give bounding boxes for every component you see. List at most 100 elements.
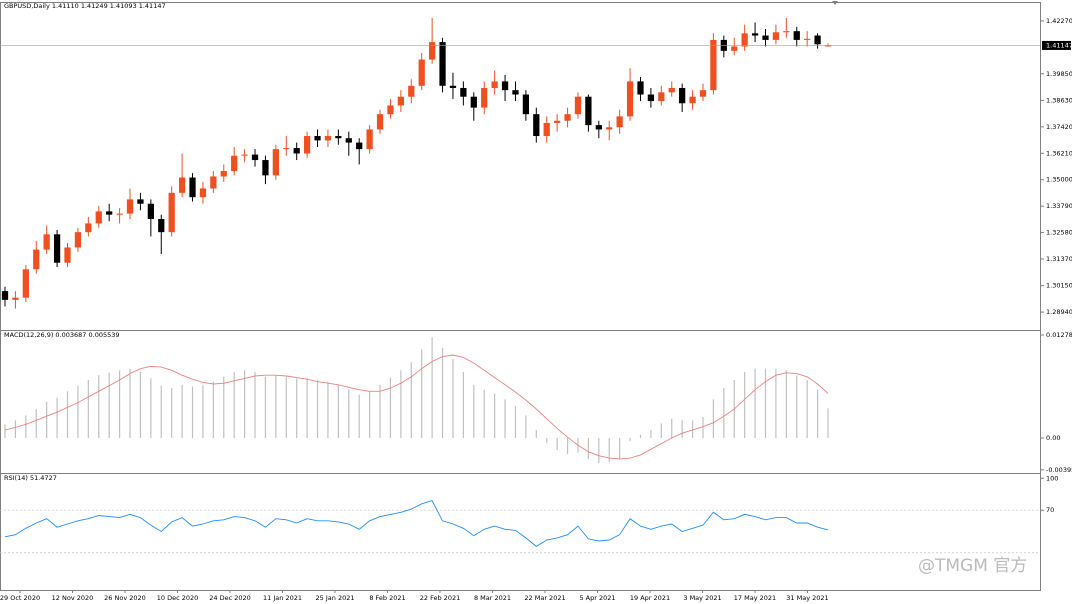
x-tick-label: 26 Nov 2020 bbox=[104, 594, 146, 602]
candle-body bbox=[762, 35, 769, 40]
y-tick-label: 1.32580 bbox=[1046, 229, 1072, 237]
candle-body bbox=[272, 149, 279, 176]
x-tick-label: 25 Jan 2021 bbox=[316, 594, 355, 602]
candle-body bbox=[824, 45, 832, 47]
y-tick-label: 1.36210 bbox=[1046, 149, 1072, 157]
candle-body bbox=[12, 297, 19, 300]
candle-body bbox=[668, 87, 675, 93]
candle-body bbox=[116, 213, 123, 215]
candle-body bbox=[449, 85, 457, 88]
candle-body bbox=[220, 170, 227, 177]
candle-body bbox=[345, 138, 352, 143]
candle-body bbox=[387, 105, 394, 115]
x-tick-label: 3 May 2021 bbox=[683, 594, 721, 602]
x-tick-label: 19 Apr 2021 bbox=[630, 594, 670, 602]
candle-body bbox=[33, 249, 40, 270]
candle-body bbox=[251, 154, 259, 161]
candle-body bbox=[199, 188, 207, 198]
signal-line bbox=[4, 354, 829, 460]
candle-body bbox=[64, 247, 71, 263]
candle-body bbox=[616, 116, 623, 128]
candle-body bbox=[429, 42, 436, 60]
candle-body bbox=[814, 35, 821, 45]
y-tick-label: 1.35000 bbox=[1046, 176, 1072, 184]
x-tick-label: 8 Mar 2021 bbox=[474, 594, 511, 602]
candle-body bbox=[1, 291, 9, 300]
candle-body bbox=[658, 92, 665, 102]
candle-body bbox=[751, 33, 759, 36]
candle-body bbox=[303, 136, 311, 154]
y-tick-label: 1.42270 bbox=[1046, 17, 1072, 25]
candle-body bbox=[85, 223, 92, 233]
x-tick-label: 22 Mar 2021 bbox=[524, 594, 565, 602]
y-tick-label: 70 bbox=[1046, 506, 1054, 514]
candle-body bbox=[168, 192, 175, 233]
candle-body bbox=[293, 148, 300, 154]
candle-body bbox=[231, 155, 238, 171]
indicator-title: MACD(12,26,9) 0.003687 0.005539 bbox=[4, 331, 120, 339]
candle-body bbox=[804, 38, 811, 40]
candle-body bbox=[324, 136, 332, 141]
candle-body bbox=[106, 211, 113, 215]
x-tick-label: 12 Nov 2020 bbox=[52, 594, 94, 602]
x-tick-label: 8 Feb 2021 bbox=[369, 594, 405, 602]
candle-body bbox=[43, 234, 50, 250]
y-tick-label: 0.012786 bbox=[1046, 331, 1072, 339]
candle-body bbox=[606, 127, 613, 130]
candle-body bbox=[366, 129, 373, 150]
candle-body bbox=[689, 96, 696, 104]
candle-body bbox=[22, 269, 29, 298]
x-tick-label: 29 Oct 2020 bbox=[0, 594, 40, 602]
candle-body bbox=[522, 94, 530, 115]
last-price-label: 1.41147 bbox=[1046, 41, 1072, 49]
candle-body bbox=[158, 219, 165, 233]
candle-body bbox=[189, 177, 196, 198]
candle-body bbox=[772, 32, 780, 40]
y-tick-label: 0.00 bbox=[1046, 434, 1060, 442]
x-tick-label: 11 Jan 2021 bbox=[263, 594, 302, 602]
candle-body bbox=[554, 120, 561, 123]
candle-body bbox=[470, 96, 477, 108]
y-tick-label: -0.003952 bbox=[1046, 466, 1072, 474]
candle-body bbox=[699, 90, 707, 97]
candle-body bbox=[741, 33, 748, 47]
candle-body bbox=[418, 59, 425, 86]
candle-body bbox=[210, 176, 217, 189]
candle-body bbox=[376, 114, 384, 130]
candle-body bbox=[637, 81, 644, 95]
indicator-title: RSI(14) 51.4727 bbox=[4, 474, 57, 482]
candle-body bbox=[397, 96, 404, 106]
x-tick-label: 24 Dec 2020 bbox=[209, 594, 251, 602]
x-tick-label: 17 May 2021 bbox=[734, 594, 776, 602]
candle-body bbox=[595, 125, 602, 130]
candle-body bbox=[533, 114, 540, 137]
candle-body bbox=[564, 114, 571, 121]
rsi-panel bbox=[0, 473, 1041, 591]
candle-body bbox=[314, 136, 321, 141]
candle-body bbox=[574, 96, 582, 115]
candle-body bbox=[731, 46, 738, 51]
candle-body bbox=[783, 31, 790, 33]
chart-title: GBPUSD,Daily 1.41110 1.41249 1.41093 1.4… bbox=[4, 2, 166, 10]
x-tick-label: 31 May 2021 bbox=[786, 594, 828, 602]
x-tick-label: 22 Feb 2021 bbox=[420, 594, 460, 602]
candle-body bbox=[335, 136, 342, 139]
candle-body bbox=[491, 81, 498, 88]
candle-body bbox=[262, 160, 269, 176]
candle-body bbox=[283, 148, 290, 150]
candle-body bbox=[137, 199, 144, 204]
candle-body bbox=[241, 154, 248, 156]
y-tick-label: 1.37420 bbox=[1046, 123, 1072, 131]
candle-body bbox=[793, 31, 800, 40]
candle-body bbox=[460, 87, 467, 97]
candle-body bbox=[626, 81, 634, 117]
watermark: @TMGM 官方 bbox=[918, 556, 1027, 576]
rsi-line bbox=[4, 500, 829, 547]
y-tick-label: 1.30150 bbox=[1046, 282, 1072, 290]
candle-body bbox=[710, 39, 717, 91]
candle-body bbox=[501, 81, 509, 91]
candle-body bbox=[679, 87, 686, 104]
